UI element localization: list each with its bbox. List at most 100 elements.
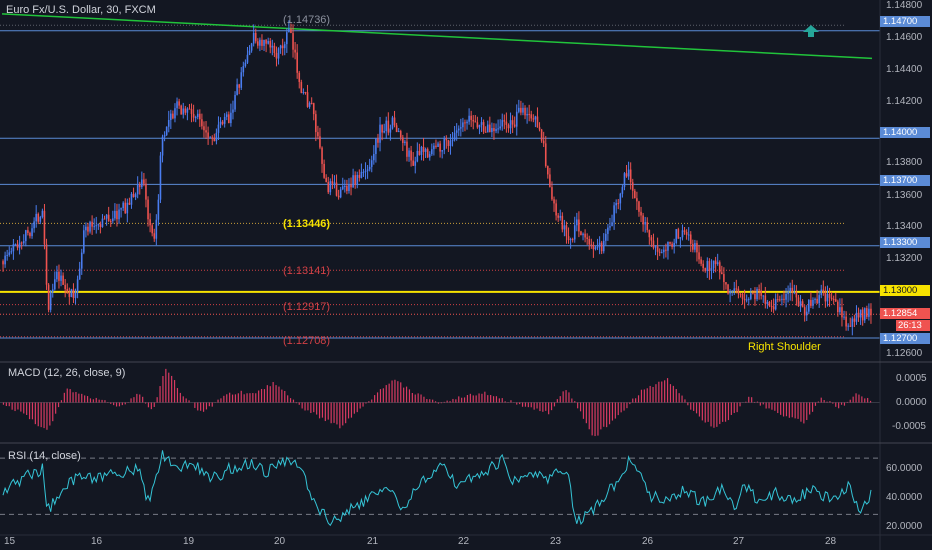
candle [532,114,535,123]
candle-body [812,299,814,306]
candle-body [723,274,725,283]
candle-body [544,143,547,167]
candle [665,243,667,258]
candle [159,151,162,204]
candle [808,299,810,315]
candle-body [509,120,512,129]
candle [2,259,4,272]
candle [163,131,166,142]
candle [453,126,456,142]
candle [408,147,410,162]
candle-body [271,45,274,48]
candle [499,119,501,131]
candle [607,223,609,241]
candle [300,79,303,94]
candle [853,314,856,328]
candle [259,37,261,52]
candle-body [750,293,752,299]
candle [781,294,783,306]
candle [176,97,178,116]
candle [381,124,383,141]
candle [267,37,269,45]
candle-body [209,137,211,139]
candle [29,231,31,239]
candle [793,284,796,295]
candle-body [708,261,711,271]
candle [779,295,781,302]
candle [308,101,311,109]
candle-body [230,112,232,124]
candle [205,121,207,140]
candle [178,98,180,109]
candle [325,174,327,183]
candle-body [348,184,350,192]
candle [435,139,437,149]
candle [474,115,477,123]
candle-body [555,203,557,216]
candle-body [704,268,707,271]
candle-body [822,289,825,292]
candle-body [495,128,497,132]
candle-body [167,119,170,127]
candle [232,100,234,120]
candle-body [733,288,736,292]
candle [754,287,756,306]
candle [547,165,549,179]
candle-body [130,193,133,205]
candle-body [445,138,448,141]
candle [650,235,653,248]
candle [855,305,858,325]
candle-body [68,292,71,297]
candle-body [153,233,156,239]
candle-body [547,166,549,175]
candle [188,103,191,110]
candle-body [25,230,27,242]
candle [420,145,423,161]
candle-body [188,108,191,110]
candle-body [360,171,363,178]
candle-body [847,325,849,327]
candle-body [265,39,267,44]
candle-body [677,229,680,239]
candle [687,227,690,241]
candle-body [80,252,83,269]
candle-body [310,102,313,104]
candle [536,107,539,128]
candle [480,117,483,132]
candle-body [379,124,381,143]
candle [509,112,512,134]
candle-body [114,210,116,219]
candle [128,197,131,205]
candle-body [667,241,669,251]
candle-body [660,252,663,254]
candle-body [868,308,870,317]
candle [594,245,597,251]
candle [395,122,398,133]
candle-body [530,114,533,119]
candle [279,44,282,54]
candle [16,240,19,251]
candle-body [344,185,346,187]
candle [203,121,205,138]
candle [426,147,429,159]
candle-body [588,238,591,245]
candle [772,298,775,314]
candle-body [457,128,460,131]
candle-body [10,251,13,253]
candle [667,241,669,260]
candle [182,102,185,119]
candle [814,297,816,304]
candle-body [350,184,352,188]
candle [727,283,729,295]
candle-body [482,122,485,132]
candle-body [580,231,582,236]
candle [228,111,230,124]
level-tag: 1.12700 [880,333,930,344]
candle [455,123,458,141]
candle [373,145,375,165]
candle [304,91,307,95]
candle-body [563,225,566,230]
rsi-line [2,450,872,527]
candle [172,110,174,120]
